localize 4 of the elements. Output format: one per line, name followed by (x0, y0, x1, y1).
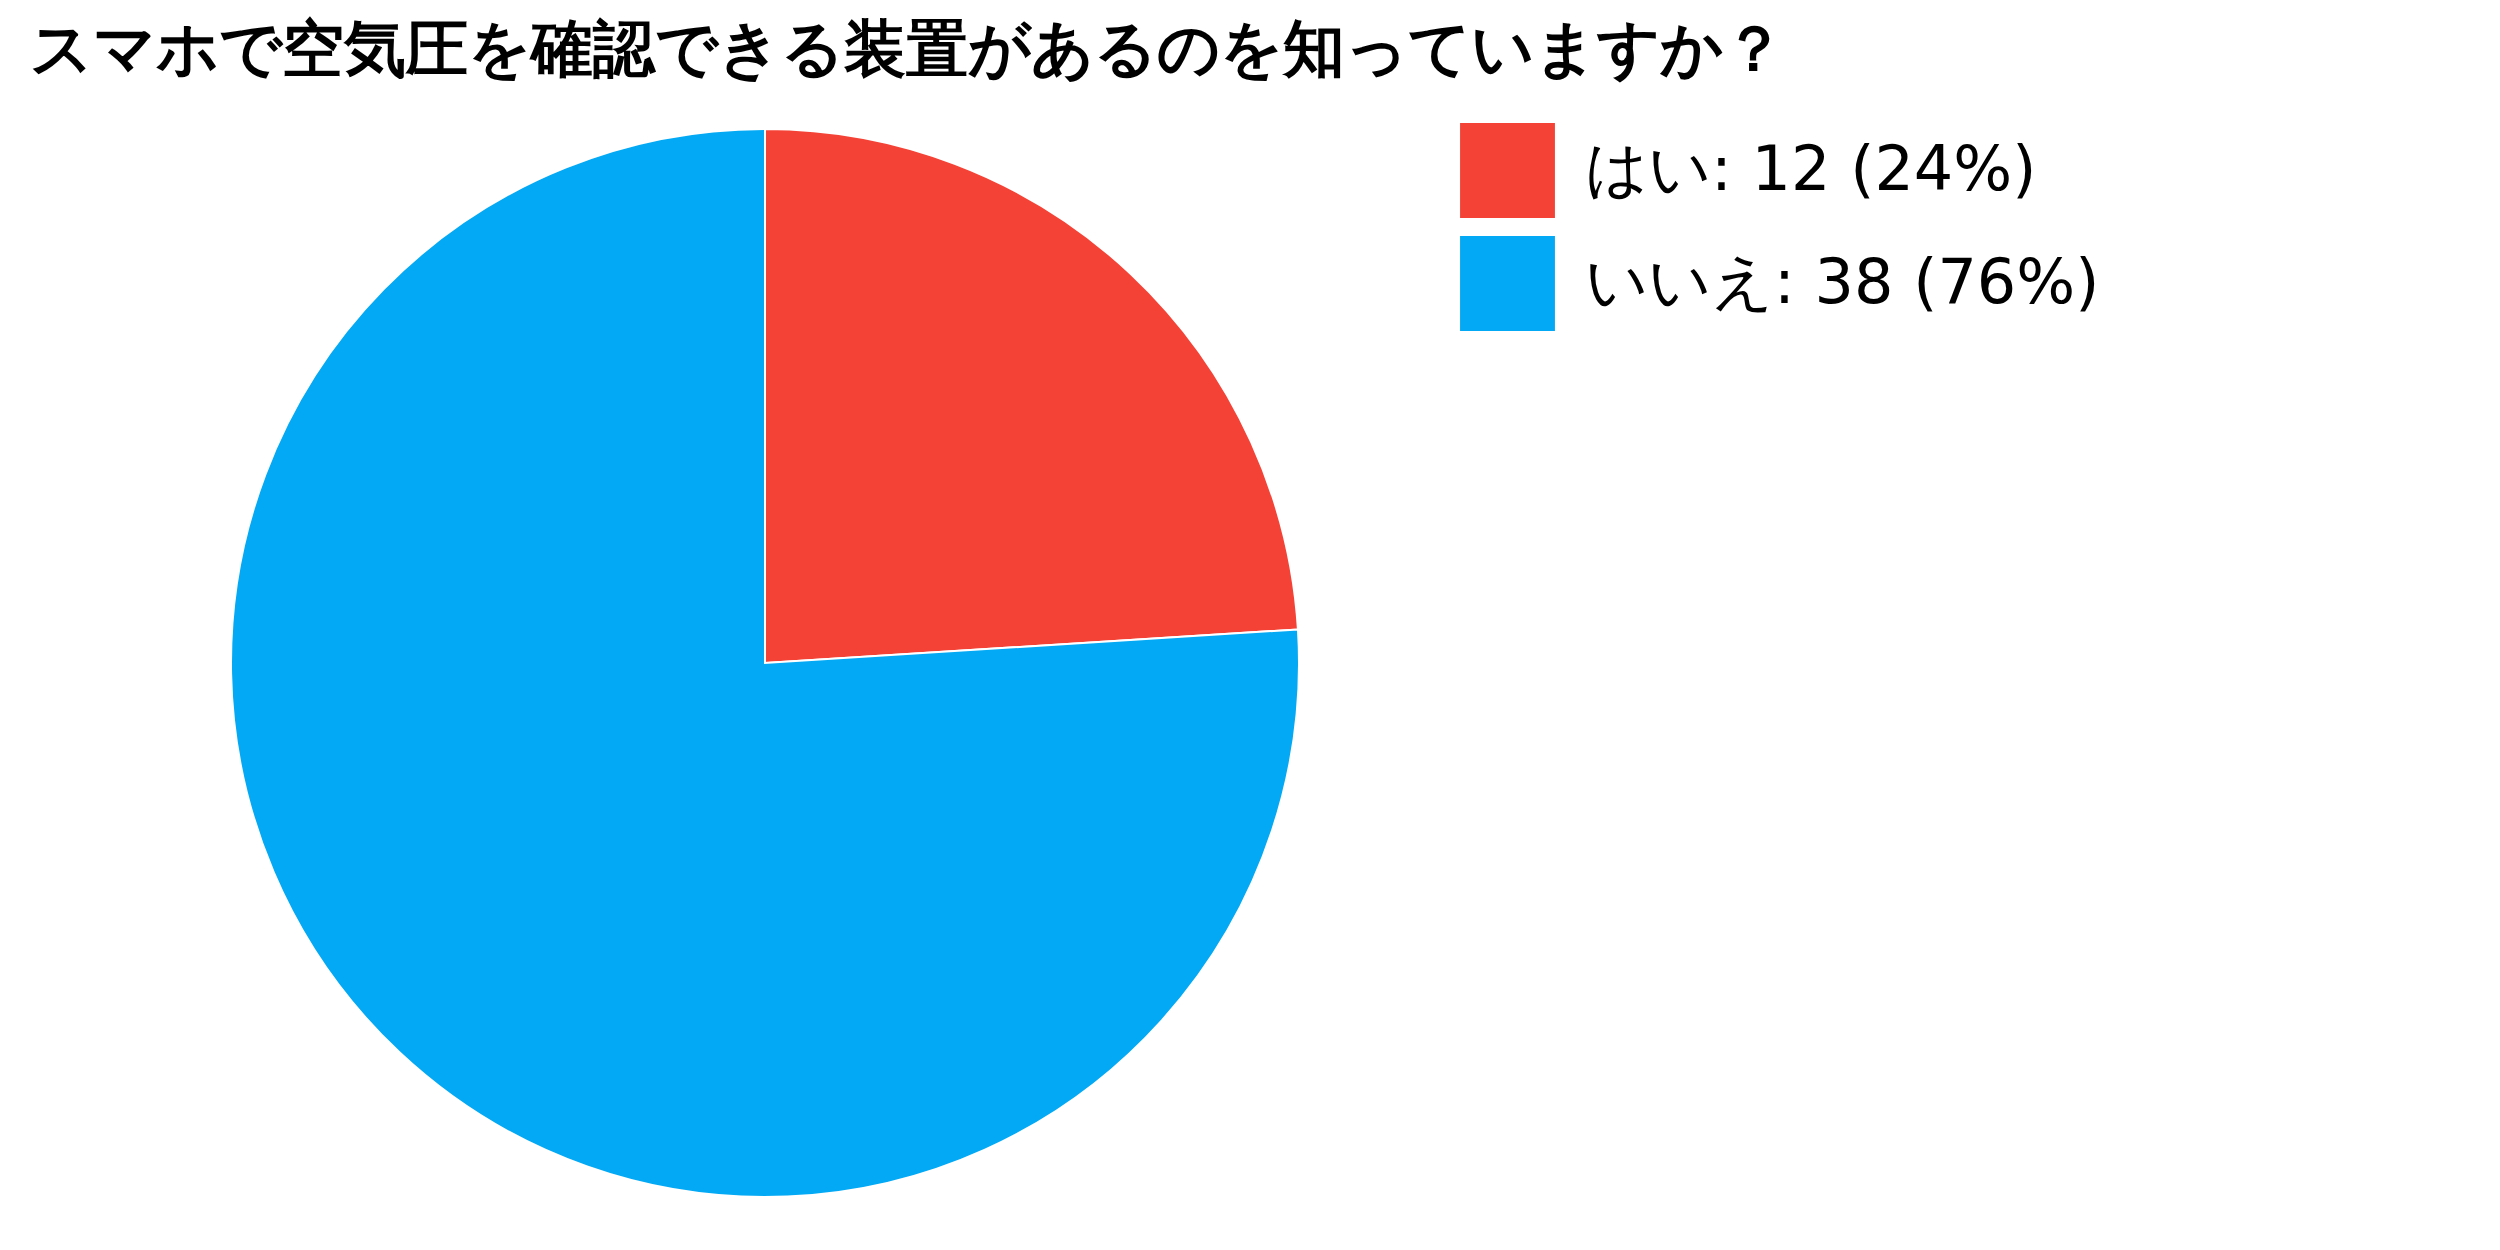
legend-label: はい: 12 (24%) (1585, 131, 2037, 205)
legend-label: いいえ: 38 (76%) (1585, 244, 2100, 318)
chart-title: スマホで空気圧を確認できる装置があるのを知っていますか？ (30, 12, 1785, 85)
pie-slice (230, 128, 1299, 1198)
